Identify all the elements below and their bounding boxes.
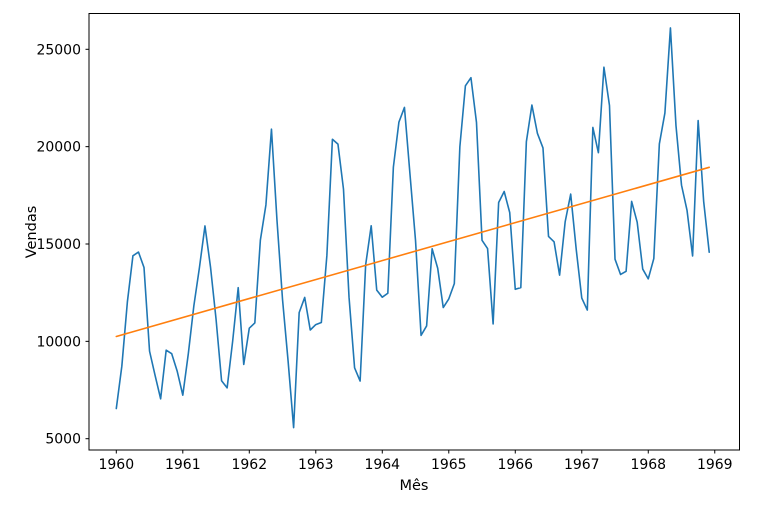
y-tick-label: 20000 xyxy=(36,140,81,156)
tendencia-linear-line xyxy=(115,166,711,338)
x-tick-label: 1962 xyxy=(231,457,267,473)
y-tick-label: 25000 xyxy=(36,42,81,58)
y-tick-label: 10000 xyxy=(36,334,81,350)
x-tick-label: 1968 xyxy=(630,457,666,473)
x-tick-label: 1967 xyxy=(564,457,600,473)
series-lines xyxy=(115,27,711,429)
x-axis-label: Mês xyxy=(400,478,429,494)
x-tick-label: 1969 xyxy=(697,457,733,473)
x-tick-label: 1966 xyxy=(497,457,533,473)
y-tick-label: 5000 xyxy=(45,432,81,448)
x-tick-label: 1961 xyxy=(165,457,201,473)
plot-area xyxy=(88,13,740,451)
x-tick-label: 1963 xyxy=(298,457,334,473)
vendas-mensais-line xyxy=(115,27,711,429)
y-ticks: 5000 10000 15000 20000 25000 xyxy=(36,42,89,448)
x-tick-label: 1960 xyxy=(98,457,134,473)
x-tick-label: 1965 xyxy=(431,457,467,473)
y-tick-label: 15000 xyxy=(36,237,81,253)
x-ticks: 1960 1961 1962 1963 1964 1965 1966 1967 1968 1969 xyxy=(98,450,733,473)
x-tick-label: 1964 xyxy=(364,457,400,473)
y-axis-label: Vendas xyxy=(24,206,40,259)
